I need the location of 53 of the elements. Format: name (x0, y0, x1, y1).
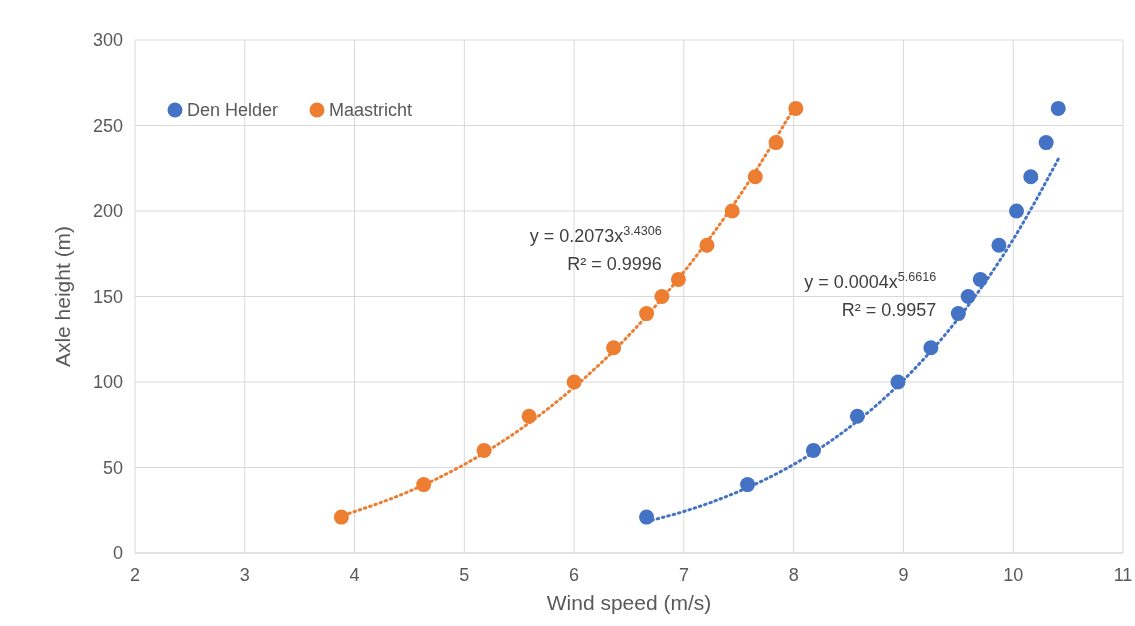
x-axis-title: Wind speed (m/s) (546, 591, 712, 614)
x-tick-label: 5 (459, 565, 470, 585)
annotation: y = 0.2073x$^{3.4306}$ (529, 223, 662, 246)
point (1038, 135, 1054, 151)
y-tick-label: 300 (92, 30, 123, 50)
point (416, 477, 432, 493)
y-tick-label: 0 (112, 543, 123, 563)
point (476, 442, 492, 458)
y-tick-label: 100 (92, 372, 123, 392)
point (1009, 203, 1025, 219)
point (654, 289, 670, 304)
y-tick-label: 250 (92, 115, 123, 136)
point (960, 289, 976, 304)
x-tick-label: 4 (349, 565, 360, 585)
point (639, 306, 655, 322)
point (699, 237, 715, 253)
legend-label: Den Helder (187, 100, 279, 120)
x-tick-label: 11 (1113, 565, 1133, 585)
x-tick-label: 9 (898, 565, 909, 585)
point (805, 442, 821, 458)
x-tick-label: 3 (239, 565, 250, 585)
y-tick-label: 150 (92, 286, 123, 307)
legend-label: Maastricht (329, 100, 413, 120)
point (724, 203, 740, 219)
x-tick-label: 8 (788, 565, 799, 585)
annotation: R² = 0.9957 (841, 300, 937, 321)
point (1050, 100, 1066, 116)
point (991, 237, 1007, 253)
point (849, 408, 865, 424)
y-tick-label: 200 (92, 201, 123, 221)
annotation: R² = 0.9996 (567, 253, 662, 274)
point (740, 477, 756, 493)
point (639, 509, 655, 525)
x-tick-label: 6 (569, 565, 580, 585)
point (788, 100, 804, 116)
point (972, 271, 988, 287)
x-tick-label: 10 (1003, 565, 1024, 585)
point (747, 169, 763, 185)
point (950, 306, 966, 322)
annotation: y = 0.0004x$^{5.6616}$ (804, 270, 937, 293)
point (890, 374, 906, 390)
x-tick-label: 2 (129, 565, 141, 585)
point (606, 340, 622, 356)
y-tick-label: 50 (102, 457, 123, 478)
point (1023, 169, 1039, 185)
x-tick-label: 7 (678, 565, 689, 585)
point (768, 135, 784, 151)
point (923, 340, 939, 356)
y-axis-title: Axle height (m) (51, 225, 74, 368)
point (333, 509, 349, 525)
point (521, 408, 537, 424)
point (566, 374, 582, 390)
point (670, 271, 686, 287)
